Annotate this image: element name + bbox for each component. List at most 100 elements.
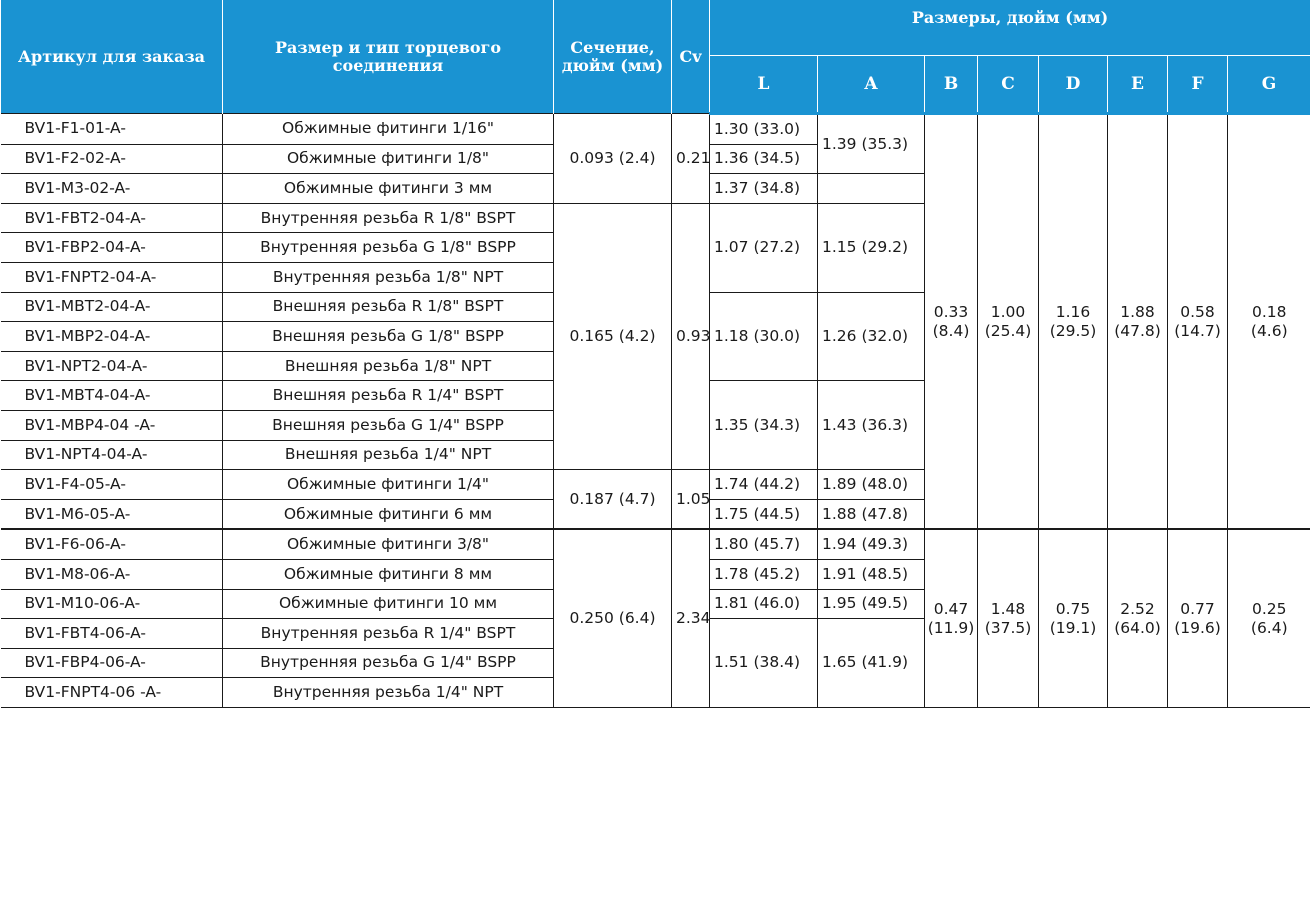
l-cell: 1.37 (34.8): [709, 173, 818, 204]
section-cell: 0.093 (2.4): [553, 113, 672, 204]
connection-cell: Внешняя резьба R 1/8" BSPT: [222, 291, 554, 323]
section-cell: 0.187 (4.7): [553, 469, 672, 530]
table-row: BV1-M8-06-A- Обжимные фитинги 8 мм 1.78 …: [0, 558, 1310, 590]
table-row: BV1-M3-02-A- Обжимные фитинги 3 мм 1.37 …: [0, 173, 1310, 204]
article-cell: BV1-MBP4-04 -A-: [0, 409, 223, 441]
dim-inch: 0.75: [1055, 599, 1091, 618]
dim-f-cell: 0.58 (14.7): [1167, 113, 1228, 530]
dim-mm: (19.1): [1049, 618, 1097, 637]
dim-mm: (8.4): [932, 321, 970, 340]
dim-mm: (47.8): [1114, 321, 1161, 340]
cv-cell: 0.21: [671, 113, 710, 204]
a-cell: 1.94 (49.3): [817, 528, 925, 560]
dim-inch: 1.00: [990, 302, 1026, 321]
dim-inch: 0.18: [1252, 302, 1287, 321]
dim-mm: (25.4): [984, 321, 1032, 340]
article-cell: BV1-FBP4-06-A-: [0, 647, 223, 679]
article-cell: BV1-MBT4-04-A-: [0, 380, 223, 411]
article-cell: BV1-FBT4-06-A-: [0, 618, 223, 649]
connection-cell: Внутренняя резьба R 1/4" BSPT: [222, 618, 554, 649]
a-cell: 1.88 (47.8): [817, 498, 925, 530]
dim-inch: 0.33: [933, 302, 969, 321]
cv-cell: 1.05: [671, 469, 710, 530]
header-col-g: G: [1226, 55, 1310, 115]
a-cell: 1.15 (29.2): [817, 202, 925, 293]
a-cell: 1.65 (41.9): [817, 618, 925, 708]
article-cell: BV1-F2-02-A-: [0, 143, 223, 175]
dim-inch: 0.47: [933, 599, 969, 618]
dim-inch: 0.58: [1180, 302, 1215, 321]
article-cell: BV1-M6-05-A-: [0, 498, 223, 530]
connection-cell: Внешняя резьба 1/4" NPT: [222, 439, 554, 471]
l-cell: 1.81 (46.0): [709, 588, 818, 620]
article-cell: BV1-F1-01-A-: [0, 113, 223, 145]
table-row: BV1-FNPT2-04-A- Внутренняя резьба 1/8" N…: [0, 261, 1310, 293]
connection-cell: Внешняя резьба 1/8" NPT: [222, 350, 554, 382]
dim-f-cell: 0.77 (19.6): [1167, 528, 1228, 708]
dim-inch: 1.16: [1055, 302, 1091, 321]
article-cell: BV1-M3-02-A-: [0, 173, 223, 204]
l-cell: 1.36 (34.5): [709, 143, 818, 175]
table-row: BV1-FBT4-06-A- Внутренняя резьба R 1/4" …: [0, 618, 1310, 708]
header-col-e: E: [1107, 55, 1168, 115]
dim-b-cell: 0.33 (8.4): [924, 113, 978, 530]
article-cell: BV1-FBP2-04-A-: [0, 232, 223, 263]
l-cell: 1.75 (44.5): [709, 498, 818, 530]
dim-e-cell: 2.52 (64.0): [1107, 528, 1168, 708]
a-cell-empty: [817, 173, 925, 204]
article-cell: BV1-NPT2-04-A-: [0, 350, 223, 382]
connection-cell: Обжимные фитинги 1/4": [222, 469, 554, 500]
dim-mm: (64.0): [1114, 618, 1161, 637]
connection-cell: Внешняя резьба R 1/4" BSPT: [222, 380, 554, 411]
table-row: BV1-MBP4-04 -A- Внешняя резьба G 1/4" BS…: [0, 409, 1310, 441]
dim-d-cell: 1.16 (29.5): [1038, 113, 1108, 530]
table-row: BV1-NPT2-04-A- Внешняя резьба 1/8" NPT: [0, 350, 1310, 382]
connection-cell: Внешняя резьба G 1/4" BSPP: [222, 409, 554, 441]
header-col-b: B: [924, 55, 978, 115]
header-col-f: F: [1167, 55, 1228, 115]
table-row: BV1-MBT2-04-A- Внешняя резьба R 1/8" BSP…: [0, 291, 1310, 382]
connection-cell: Обжимные фитинги 3 мм: [222, 173, 554, 204]
dim-d-cell: 0.75 (19.1): [1038, 528, 1108, 708]
header-col-a: A: [817, 55, 925, 115]
l-cell: 1.07 (27.2): [709, 202, 818, 293]
dim-inch: 2.52: [1120, 599, 1155, 618]
table-row: BV1-FBT2-04-A- Внутренняя резьба R 1/8" …: [0, 202, 1310, 471]
article-cell: BV1-FBT2-04-A-: [0, 202, 223, 234]
article-cell: BV1-M8-06-A-: [0, 558, 223, 590]
section-cell: 0.165 (4.2): [553, 202, 672, 471]
cv-cell: 0.93: [671, 202, 710, 471]
article-cell: BV1-NPT4-04-A-: [0, 439, 223, 471]
dim-mm: (37.5): [984, 618, 1032, 637]
connection-cell: Внутренняя резьба R 1/8" BSPT: [222, 202, 554, 234]
a-cell: 1.89 (48.0): [817, 469, 925, 500]
a-cell: 1.91 (48.5): [817, 558, 925, 590]
dim-e-cell: 1.88 (47.8): [1107, 113, 1168, 530]
connection-cell: Внутренняя резьба 1/4" NPT: [222, 677, 554, 708]
dim-g-cell: 0.25 (6.4): [1226, 528, 1310, 708]
article-cell: BV1-MBP2-04-A-: [0, 321, 223, 352]
l-cell: 1.30 (33.0): [709, 113, 818, 145]
dim-inch: 1.48: [990, 599, 1026, 618]
a-cell: 1.43 (36.3): [817, 380, 925, 471]
connection-cell: Обжимные фитинги 3/8": [222, 528, 554, 560]
cv-cell: 2.34: [671, 528, 710, 708]
dim-mm: (14.7): [1174, 321, 1221, 340]
connection-cell: Обжимные фитинги 6 мм: [222, 498, 554, 530]
dim-c-cell: 1.00 (25.4): [977, 113, 1039, 530]
connection-cell: Обжимные фитинги 10 мм: [222, 588, 554, 620]
connection-cell: Внутренняя резьба G 1/4" BSPP: [222, 647, 554, 679]
connection-cell: Внешняя резьба G 1/8" BSPP: [222, 321, 554, 352]
article-cell: BV1-FNPT4-06 -A-: [0, 677, 223, 708]
table-row: BV1-F6-06-A- Обжимные фитинги 3/8" 0.250…: [0, 528, 1310, 708]
header-col-d: D: [1038, 55, 1108, 115]
l-cell: 1.78 (45.2): [709, 558, 818, 590]
header-cv: Cv: [671, 0, 710, 114]
dim-c-cell: 1.48 (37.5): [977, 528, 1039, 708]
table-row: BV1-FBP4-06-A- Внутренняя резьба G 1/4" …: [0, 647, 1310, 679]
header-size-type: Размер и тип торцевого соединения: [222, 0, 554, 114]
header-article: Артикул для заказа: [0, 0, 223, 114]
connection-cell: Обжимные фитинги 8 мм: [222, 558, 554, 590]
header-section: Сечение, дюйм (мм): [553, 0, 672, 114]
connection-cell: Обжимные фитинги 1/16": [222, 113, 554, 145]
